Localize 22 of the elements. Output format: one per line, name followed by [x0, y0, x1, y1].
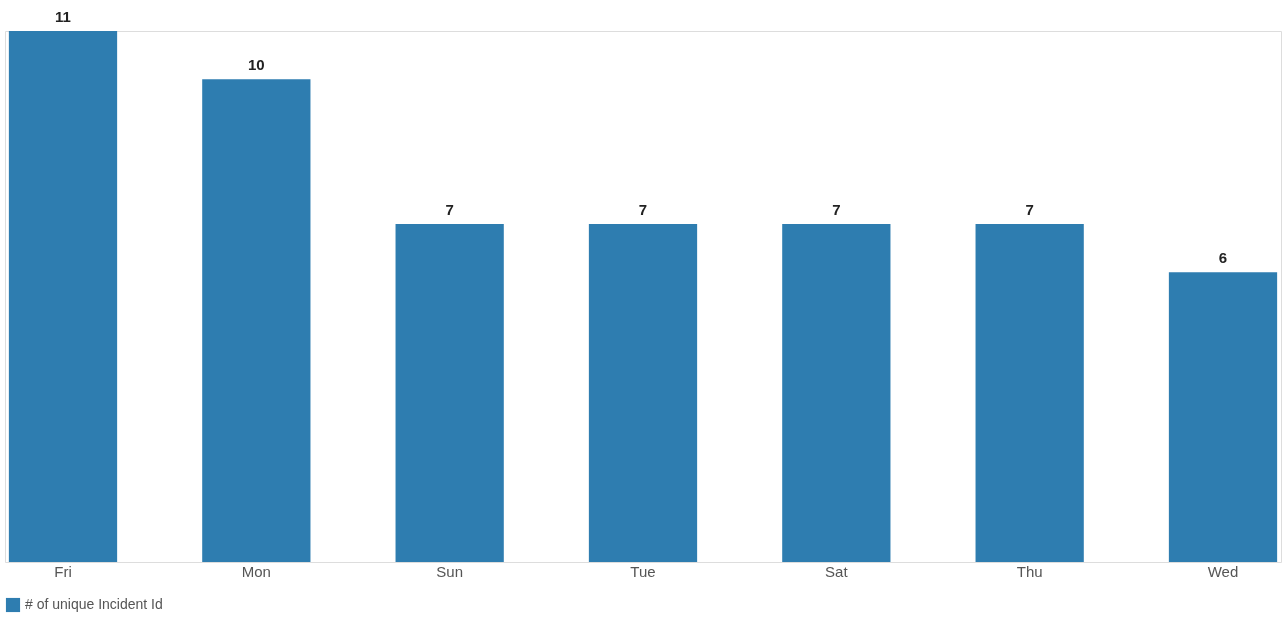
data-label: 11 [55, 8, 71, 25]
data-label: 7 [638, 201, 648, 219]
bar [395, 224, 504, 562]
bar [588, 224, 698, 562]
data-label: 7 [832, 201, 841, 219]
x-tick-label: Sat [825, 562, 849, 580]
x-tick-label: Mon [241, 562, 271, 580]
data-label: 7 [445, 201, 454, 219]
legend-label: # of unique Incident Id [25, 596, 163, 612]
bar [1168, 272, 1278, 562]
data-label: 6 [1218, 249, 1228, 267]
x-tick-label: Sun [436, 562, 464, 580]
x-tick-label: Tue [630, 562, 656, 580]
x-tick-label: Thu [1016, 562, 1043, 580]
x-tick-label: Wed [1207, 562, 1239, 580]
data-label: 10 [247, 56, 265, 74]
bar [782, 224, 891, 562]
x-tick-label: Fri [54, 562, 72, 580]
bar [8, 31, 118, 562]
bar [975, 224, 1084, 562]
bar [202, 79, 311, 562]
data-label: 7 [1025, 201, 1034, 219]
